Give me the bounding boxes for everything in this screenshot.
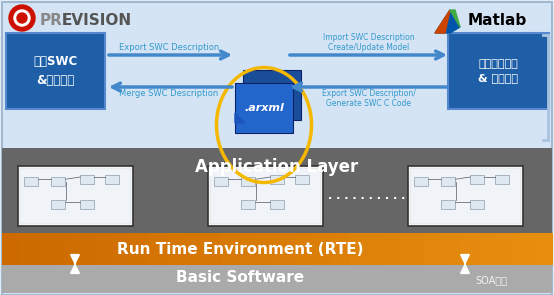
Text: Basic Software: Basic Software [176, 271, 304, 286]
FancyBboxPatch shape [413, 177, 428, 186]
FancyBboxPatch shape [270, 199, 284, 209]
Polygon shape [450, 10, 460, 27]
Text: 定义SWC
&内部行为: 定义SWC &内部行为 [33, 55, 78, 87]
FancyBboxPatch shape [406, 233, 425, 265]
FancyBboxPatch shape [112, 233, 131, 265]
FancyBboxPatch shape [470, 175, 484, 183]
Polygon shape [435, 10, 450, 33]
FancyBboxPatch shape [515, 233, 535, 265]
Text: Application Layer: Application Layer [196, 158, 358, 176]
FancyBboxPatch shape [409, 168, 521, 224]
FancyBboxPatch shape [242, 199, 255, 209]
FancyBboxPatch shape [80, 175, 94, 183]
FancyBboxPatch shape [23, 177, 38, 186]
FancyBboxPatch shape [277, 233, 296, 265]
Text: Merge SWC Description: Merge SWC Description [119, 89, 219, 98]
FancyBboxPatch shape [75, 233, 95, 265]
Text: Run Time Environment (RTE): Run Time Environment (RTE) [117, 242, 363, 256]
FancyBboxPatch shape [240, 233, 260, 265]
FancyBboxPatch shape [424, 233, 443, 265]
Polygon shape [435, 10, 460, 33]
FancyBboxPatch shape [242, 177, 255, 186]
FancyBboxPatch shape [332, 233, 351, 265]
FancyBboxPatch shape [6, 33, 105, 109]
FancyBboxPatch shape [442, 177, 455, 186]
FancyBboxPatch shape [209, 168, 321, 224]
FancyBboxPatch shape [295, 175, 309, 183]
FancyBboxPatch shape [270, 175, 284, 183]
FancyBboxPatch shape [235, 83, 293, 133]
FancyBboxPatch shape [442, 199, 455, 209]
Text: Export SWC Description: Export SWC Description [119, 43, 219, 52]
FancyBboxPatch shape [2, 263, 552, 293]
FancyBboxPatch shape [204, 233, 223, 265]
FancyBboxPatch shape [479, 233, 498, 265]
Text: EVISION: EVISION [62, 13, 132, 28]
FancyBboxPatch shape [495, 175, 509, 183]
Text: PRE: PRE [40, 13, 73, 28]
Circle shape [14, 10, 30, 26]
FancyBboxPatch shape [259, 233, 278, 265]
FancyBboxPatch shape [52, 199, 65, 209]
FancyBboxPatch shape [208, 166, 322, 226]
FancyBboxPatch shape [448, 33, 549, 109]
FancyBboxPatch shape [57, 233, 76, 265]
FancyBboxPatch shape [295, 233, 315, 265]
FancyBboxPatch shape [2, 148, 552, 233]
FancyBboxPatch shape [52, 177, 65, 186]
FancyBboxPatch shape [243, 70, 301, 120]
FancyBboxPatch shape [130, 233, 150, 265]
FancyBboxPatch shape [497, 233, 516, 265]
FancyBboxPatch shape [314, 233, 333, 265]
FancyBboxPatch shape [39, 233, 58, 265]
FancyBboxPatch shape [460, 233, 480, 265]
FancyBboxPatch shape [387, 233, 406, 265]
FancyBboxPatch shape [350, 233, 370, 265]
FancyBboxPatch shape [222, 233, 242, 265]
FancyBboxPatch shape [470, 199, 484, 209]
Text: .arxml: .arxml [244, 103, 284, 113]
Text: 内部行为建模
& 代码生成: 内部行为建模 & 代码生成 [479, 59, 519, 83]
FancyBboxPatch shape [18, 166, 132, 226]
FancyBboxPatch shape [213, 177, 228, 186]
FancyBboxPatch shape [94, 233, 113, 265]
Text: Matlab: Matlab [468, 13, 527, 28]
Text: Export SWC Description/
Generate SWC C Code: Export SWC Description/ Generate SWC C C… [321, 89, 416, 108]
Circle shape [9, 5, 35, 31]
Text: Import SWC Description
Create/Update Model: Import SWC Description Create/Update Mod… [322, 33, 414, 52]
Text: . . . . . . . . . .: . . . . . . . . . . [329, 191, 406, 201]
FancyBboxPatch shape [80, 199, 94, 209]
Circle shape [17, 13, 27, 23]
FancyBboxPatch shape [534, 233, 553, 265]
FancyBboxPatch shape [20, 233, 40, 265]
Text: SOA开发: SOA开发 [475, 275, 507, 285]
FancyBboxPatch shape [408, 166, 522, 226]
FancyBboxPatch shape [148, 233, 168, 265]
FancyBboxPatch shape [167, 233, 186, 265]
FancyBboxPatch shape [368, 233, 388, 265]
FancyBboxPatch shape [2, 233, 22, 265]
FancyBboxPatch shape [105, 175, 119, 183]
FancyBboxPatch shape [19, 168, 131, 224]
FancyBboxPatch shape [186, 233, 204, 265]
Polygon shape [235, 113, 245, 123]
FancyBboxPatch shape [442, 233, 461, 265]
